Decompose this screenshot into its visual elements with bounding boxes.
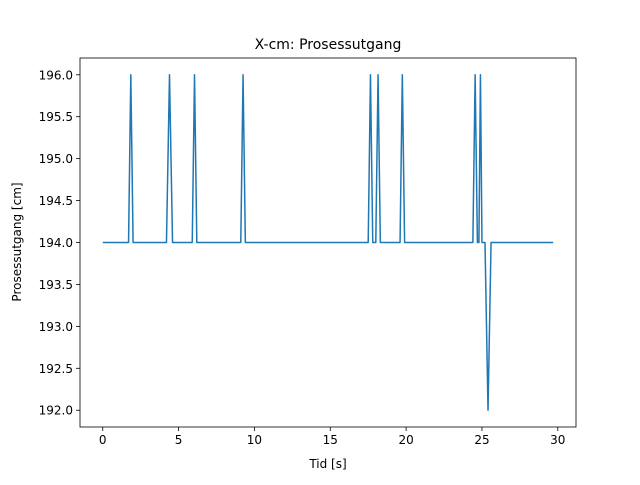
x-tick-label: 15: [323, 433, 338, 447]
x-tick-label: 30: [550, 433, 565, 447]
series-line-0: [102, 74, 554, 411]
y-tick-label: 192.0: [39, 404, 73, 418]
y-tick-label: 194.0: [39, 236, 73, 250]
x-tick-label: 20: [398, 433, 413, 447]
y-axis-label: Prosessutgang [cm]: [10, 182, 24, 301]
x-tick-label: 0: [99, 433, 107, 447]
y-tick-label: 192.5: [39, 362, 73, 376]
y-tick-label: 195.0: [39, 152, 73, 166]
x-tick-label: 5: [175, 433, 183, 447]
x-tick-label: 10: [247, 433, 262, 447]
x-axis-label: Tid [s]: [308, 457, 346, 471]
plot-layer: [102, 74, 554, 411]
y-axis: 192.0 192.5 193.0 193.5 194.0 194.5 195.0 195.5…: [39, 68, 80, 418]
y-tick-label: 193.5: [39, 278, 73, 292]
x-tick-label: 25: [474, 433, 489, 447]
y-tick-label: 194.5: [39, 194, 73, 208]
y-tick-label: 195.5: [39, 110, 73, 124]
y-tick-label: 193.0: [39, 320, 73, 334]
x-axis: 0 5 10 15 20 25 30: [99, 427, 565, 447]
chart-title: X-cm: Prosessutgang: [255, 37, 402, 53]
y-tick-label: 196.0: [39, 68, 73, 82]
